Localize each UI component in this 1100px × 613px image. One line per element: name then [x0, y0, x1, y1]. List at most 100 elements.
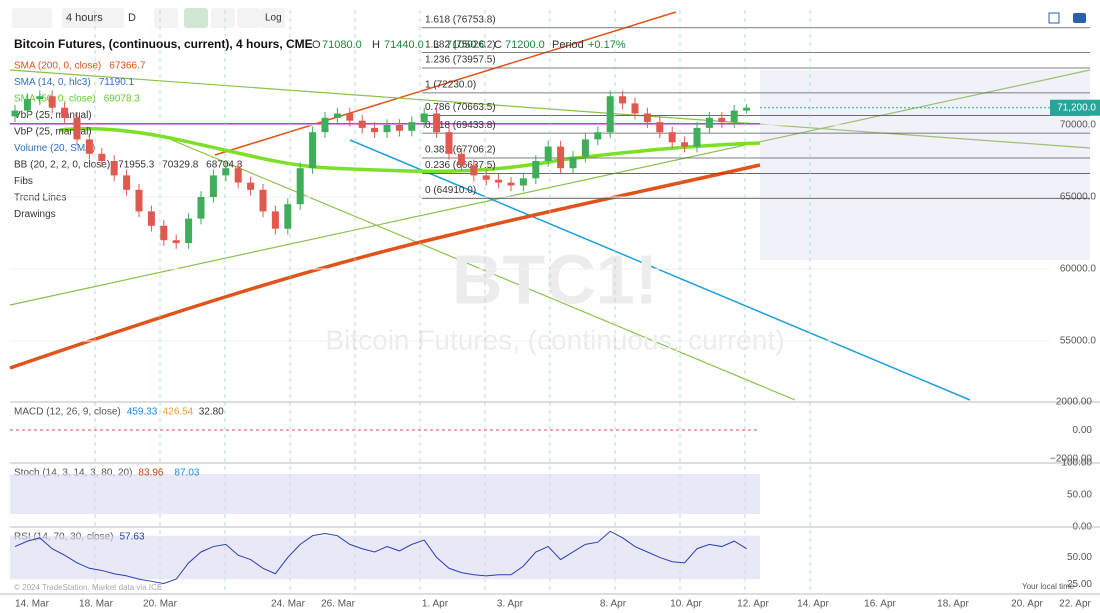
fib-label: 1.382 (75026.2) — [425, 39, 496, 50]
ohlc-c: C — [494, 39, 502, 51]
indicator-value: 68704.3 — [206, 160, 243, 171]
ohlc-l: L — [433, 39, 439, 51]
pane-value: 83.96 — [138, 468, 163, 479]
log-button[interactable] — [261, 8, 285, 28]
y-tick-label: 60000.0 — [1060, 264, 1097, 275]
camera-button[interactable] — [1073, 13, 1086, 23]
indicator-value: 70329.8 — [162, 160, 199, 171]
watermark: BTC1! — [452, 240, 658, 318]
x-tick-label: 22. Apr — [1059, 599, 1091, 610]
candle-body — [309, 132, 317, 169]
candle-body — [718, 117, 726, 123]
fib-label: 0.382 (67706.2) — [425, 145, 496, 156]
candle-body — [705, 117, 713, 128]
d-button[interactable]: D — [128, 12, 136, 24]
watermark-sub: Bitcoin Futures, (continuous, current) — [325, 324, 784, 355]
local-time: Your local time — [1022, 582, 1075, 591]
clock-button[interactable] — [211, 8, 235, 28]
fib-label: 0.618 (69433.8) — [425, 120, 496, 131]
candle-body — [457, 153, 465, 166]
fullscreen-button[interactable] — [1048, 12, 1060, 24]
candle-body — [85, 139, 93, 154]
y-tick-label: 50.00 — [1067, 552, 1092, 563]
settings-button[interactable] — [154, 8, 178, 28]
pane-value: 32.80 — [199, 407, 224, 418]
candle-body — [23, 99, 31, 111]
draw-button[interactable] — [237, 8, 261, 28]
candle-body — [395, 124, 403, 131]
candle-body — [631, 103, 639, 114]
y-tick-label: 2000.00 — [1056, 397, 1093, 408]
candle-body — [185, 218, 193, 244]
candle-body — [693, 127, 701, 147]
indicator-name: SMA (14, 0, hlc3) — [14, 77, 91, 88]
candle-body — [470, 165, 478, 176]
title: Bitcoin Futures, (continuous, current), … — [14, 37, 313, 51]
y-tick-label: 70000.0 — [1060, 120, 1097, 131]
candle-body — [581, 139, 589, 157]
indicator-name: Trend Lines — [14, 193, 66, 204]
candle-body — [48, 96, 56, 108]
pane-value: 57.63 — [120, 532, 145, 543]
candle-body — [495, 179, 503, 183]
chart-type-button[interactable] — [12, 8, 52, 28]
x-tick-label: 14. Mar — [15, 599, 50, 610]
rsi-line — [14, 530, 747, 584]
candle-body — [284, 204, 292, 229]
candle-body — [147, 211, 155, 226]
trend-line — [159, 134, 796, 401]
candle-body — [61, 107, 69, 118]
trend-line — [214, 11, 677, 156]
legend: Bitcoin Futures, (continuous, current), … — [14, 37, 313, 51]
candle-body — [519, 178, 527, 186]
footer: © 2024 TradeStation. Market data via ICE — [14, 583, 162, 592]
stoch-band — [10, 474, 760, 514]
x-tick-label: 1. Apr — [422, 599, 449, 610]
indicator-name: VbP (25, manual) — [14, 127, 92, 138]
y-tick-label: 65000.0 — [1060, 192, 1097, 203]
candle-body — [681, 142, 689, 147]
y-tick-label: 50.00 — [1067, 490, 1092, 501]
candle-body — [222, 168, 230, 176]
candle-body — [606, 96, 614, 133]
fib-label: 1 (72230.0) — [425, 80, 476, 91]
pane-title: MACD (12, 26, 9, close) — [14, 407, 121, 418]
indicator-name: BB (20, 2, 2, 0, close) — [14, 160, 110, 171]
indicator-name: Volume (20, SMA) — [14, 143, 95, 154]
candle-body — [234, 168, 242, 183]
x-tick-label: 16. Apr — [864, 599, 896, 610]
y-tick-label: 0.00 — [1073, 425, 1093, 436]
fib-label: 1.618 (76753.8) — [425, 14, 496, 25]
candle-body — [408, 122, 416, 131]
candle-body — [271, 211, 279, 229]
candle-body — [110, 161, 118, 176]
x-tick-label: 26. Mar — [321, 599, 356, 610]
candle-body — [259, 189, 267, 212]
candle-body — [420, 113, 428, 123]
x-tick-label: 3. Apr — [497, 599, 524, 610]
indicator-value: 71190.1 — [99, 77, 135, 88]
candle-body — [123, 175, 131, 190]
interval-select[interactable] — [62, 8, 124, 28]
ohlc-h: H — [372, 39, 380, 51]
candle-body — [743, 107, 751, 111]
log-label[interactable]: Log — [265, 13, 282, 24]
x-tick-label: 14. Apr — [797, 599, 829, 610]
interval[interactable]: 4 hours — [66, 12, 103, 24]
pane-value: 459.33 — [127, 407, 158, 418]
candle-body — [569, 156, 577, 169]
pane-value: 426.54 — [163, 407, 194, 418]
candle-body — [445, 132, 453, 154]
last-price: 71,200.0 — [1057, 102, 1096, 113]
volume-profile — [760, 70, 1090, 260]
fib-label: 0.236 (66637.5) — [425, 160, 496, 171]
candle-body — [296, 168, 304, 205]
candle-body — [36, 96, 44, 100]
candle-body — [160, 225, 168, 241]
candle-body — [11, 110, 19, 117]
candle-body — [532, 161, 540, 179]
indicator-button[interactable] — [184, 8, 208, 28]
pane-value: 87.03 — [174, 468, 199, 479]
ohlc-period: Period — [552, 39, 584, 51]
